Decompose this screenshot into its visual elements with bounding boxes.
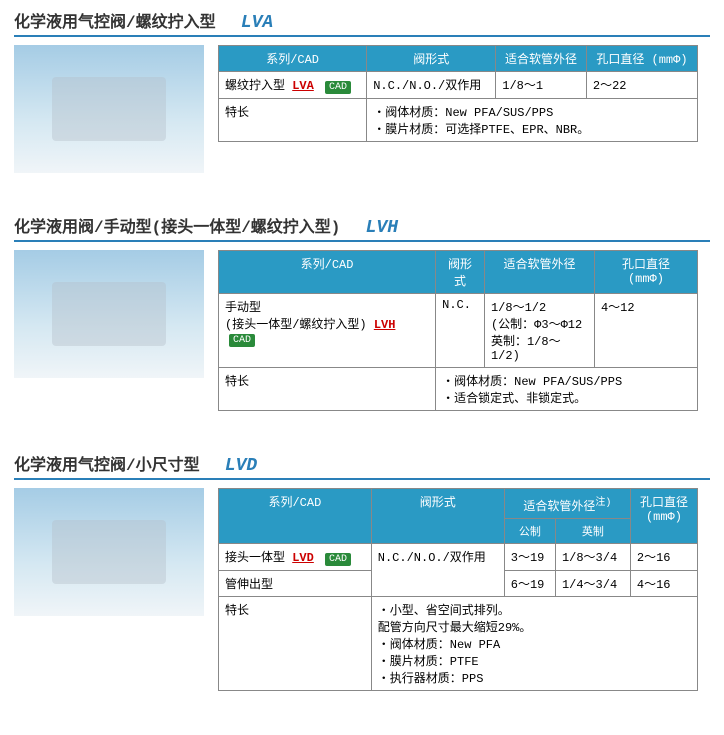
cell-orifice: 4～12 <box>594 294 697 368</box>
title-text: 化学液用阀/手动型(接头一体型/螺纹拧入型) <box>14 219 340 237</box>
spec-table-lvd: 系列/CAD 阀形式 适合软管外径注) 孔口直径 (mmΦ) 公制 英制 接头一… <box>218 488 698 691</box>
features-label: 特长 <box>219 368 436 411</box>
section-title: 化学液用气控阀/小尺寸型 LVD <box>14 451 710 480</box>
cell-type: 螺纹拧入型 LVA CAD <box>219 72 367 99</box>
th-tube: 适合软管外径 <box>484 251 594 294</box>
cell-tube: 1/8～1/2 (公制：Φ3～Φ12 英制：1/8～1/2) <box>484 294 594 368</box>
th-valve: 阀形式 <box>367 46 496 72</box>
section-body: 系列/CAD 阀形式 适合软管外径 孔口直径 (mmΦ) 手动型 (接头一体型/… <box>14 250 710 411</box>
spec-table-lvh: 系列/CAD 阀形式 适合软管外径 孔口直径 (mmΦ) 手动型 (接头一体型/… <box>218 250 698 411</box>
features-label: 特长 <box>219 99 367 142</box>
section-title: 化学液用气控阀/螺纹拧入型 LVA <box>14 8 710 37</box>
cad-badge[interactable]: CAD <box>229 334 255 347</box>
cell-o: 2～16 <box>630 544 697 571</box>
features-cell: 阀体材质：New PFA/SUS/PPS 适合锁定式、非锁定式。 <box>436 368 698 411</box>
cell-type: 接头一体型 LVD CAD <box>219 544 372 571</box>
section-body: 系列/CAD 阀形式 适合软管外径注) 孔口直径 (mmΦ) 公制 英制 接头一… <box>14 488 710 691</box>
th-metric: 公制 <box>504 519 555 544</box>
cell-type: 手动型 (接头一体型/螺纹拧入型) LVH CAD <box>219 294 436 368</box>
product-section-lvd: 化学液用气控阀/小尺寸型 LVD 系列/CAD 阀形式 适合软管外径注) 孔口直… <box>14 451 710 691</box>
table-row-features: 特长 小型、省空间式排列。 配管方向尺寸最大缩短29%。 阀体材质：New PF… <box>219 597 698 691</box>
cad-badge[interactable]: CAD <box>325 81 351 94</box>
table-row-features: 特长 阀体材质：New PFA/SUS/PPS 膜片材质：可选择PTFE、EPR… <box>219 99 698 142</box>
cell-m: 6～19 <box>504 571 555 597</box>
product-section-lvh: 化学液用阀/手动型(接头一体型/螺纹拧入型) LVH 系列/CAD 阀形式 适合… <box>14 213 710 411</box>
title-text: 化学液用气控阀/小尺寸型 <box>14 457 200 475</box>
title-code: LVA <box>241 13 273 33</box>
th-tube: 适合软管外径注) <box>504 489 630 519</box>
table-row: 接头一体型 LVD CAD N.C./N.O./双作用 3～19 1/8～3/4… <box>219 544 698 571</box>
th-valve: 阀形式 <box>436 251 485 294</box>
section-title: 化学液用阀/手动型(接头一体型/螺纹拧入型) LVH <box>14 213 710 242</box>
product-image <box>14 250 204 378</box>
th-series: 系列/CAD <box>219 251 436 294</box>
cell-valve: N.C./N.O./双作用 <box>367 72 496 99</box>
th-valve: 阀形式 <box>371 489 504 544</box>
note-sup: 注) <box>595 498 611 509</box>
series-link[interactable]: LVD <box>292 551 314 565</box>
cell-type: 管伸出型 <box>219 571 372 597</box>
cell-i: 1/8～3/4 <box>555 544 630 571</box>
cell-orifice: 2～22 <box>586 72 697 99</box>
cell-tube: 1/8～1 <box>496 72 587 99</box>
th-tube: 适合软管外径 <box>496 46 587 72</box>
th-orifice: 孔口直径 (mmΦ) <box>586 46 697 72</box>
cell-m: 3～19 <box>504 544 555 571</box>
cell-valve: N.C. <box>436 294 485 368</box>
cell-valve: N.C./N.O./双作用 <box>371 544 504 597</box>
series-link[interactable]: LVA <box>292 79 314 93</box>
table-row-features: 特长 阀体材质：New PFA/SUS/PPS 适合锁定式、非锁定式。 <box>219 368 698 411</box>
features-label: 特长 <box>219 597 372 691</box>
th-inch: 英制 <box>555 519 630 544</box>
cad-badge[interactable]: CAD <box>325 553 351 566</box>
th-series: 系列/CAD <box>219 489 372 544</box>
product-image <box>14 488 204 616</box>
th-orifice: 孔口直径 (mmΦ) <box>594 251 697 294</box>
table-row: 手动型 (接头一体型/螺纹拧入型) LVH CAD N.C. 1/8～1/2 (… <box>219 294 698 368</box>
th-orifice: 孔口直径 (mmΦ) <box>630 489 697 544</box>
spec-table-lva: 系列/CAD 阀形式 适合软管外径 孔口直径 (mmΦ) 螺纹拧入型 LVA C… <box>218 45 698 142</box>
series-link[interactable]: LVH <box>374 318 396 332</box>
features-cell: 阀体材质：New PFA/SUS/PPS 膜片材质：可选择PTFE、EPR、NB… <box>367 99 698 142</box>
title-code: LVH <box>366 218 398 238</box>
title-text: 化学液用气控阀/螺纹拧入型 <box>14 14 216 32</box>
section-body: 系列/CAD 阀形式 适合软管外径 孔口直径 (mmΦ) 螺纹拧入型 LVA C… <box>14 45 710 173</box>
cell-o: 4～16 <box>630 571 697 597</box>
product-section-lva: 化学液用气控阀/螺纹拧入型 LVA 系列/CAD 阀形式 适合软管外径 孔口直径… <box>14 8 710 173</box>
th-series: 系列/CAD <box>219 46 367 72</box>
title-code: LVD <box>225 456 257 476</box>
product-image <box>14 45 204 173</box>
cell-i: 1/4～3/4 <box>555 571 630 597</box>
features-cell: 小型、省空间式排列。 配管方向尺寸最大缩短29%。 阀体材质：New PFA 膜… <box>371 597 697 691</box>
table-row: 螺纹拧入型 LVA CAD N.C./N.O./双作用 1/8～1 2～22 <box>219 72 698 99</box>
